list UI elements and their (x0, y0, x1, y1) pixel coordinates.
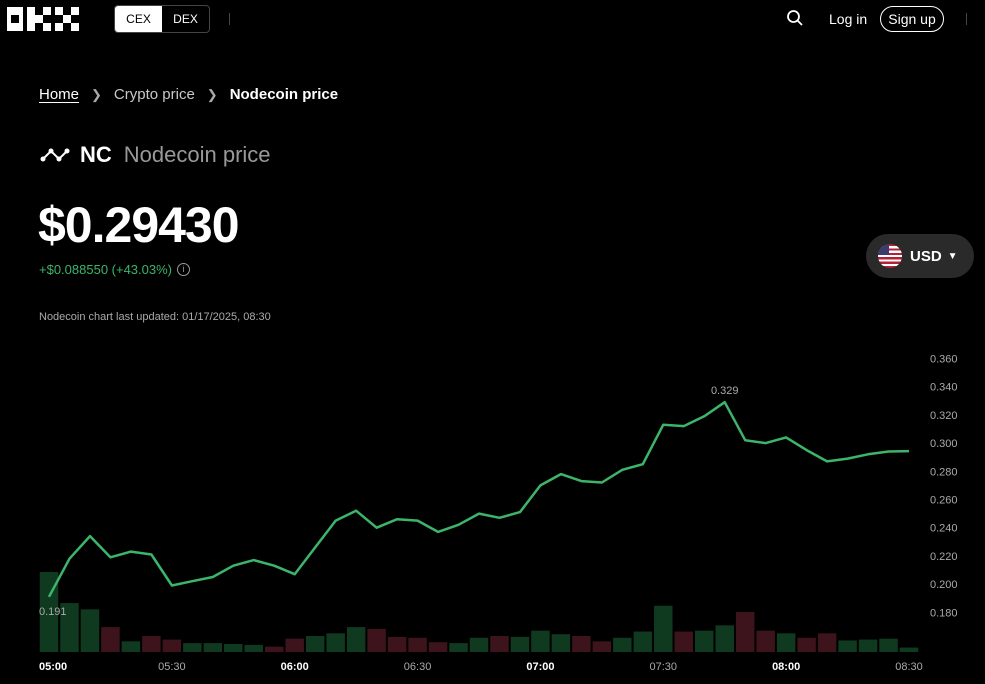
volume-bar (346, 627, 366, 652)
volume-bar (60, 603, 79, 652)
tab-dex[interactable]: DEX (173, 12, 198, 26)
chevron-right-icon: ❯ (206, 86, 218, 102)
divider (966, 13, 967, 25)
volume-bar (899, 647, 919, 652)
chart-updated-text: Nodecoin chart last updated: 01/17/2025,… (39, 311, 271, 323)
volume-bar (80, 609, 100, 652)
y-tick-label: 0.360 (930, 353, 958, 365)
y-tick-label: 0.340 (930, 382, 958, 394)
divider (229, 13, 230, 25)
y-tick-label: 0.220 (930, 551, 958, 563)
y-tick-label: 0.200 (930, 579, 958, 591)
x-tick-label: 06:00 (281, 661, 309, 673)
min-price-label: 0.191 (39, 606, 67, 618)
x-tick-label: 06:30 (404, 661, 432, 673)
volume-bar (142, 636, 161, 652)
cex-dex-toggle: CEX DEX (114, 5, 210, 33)
volume-bar (265, 646, 284, 652)
volume-bar (39, 572, 59, 652)
volume-bar (326, 633, 345, 652)
y-tick-label: 0.180 (930, 607, 958, 619)
y-tick-label: 0.260 (930, 494, 958, 506)
volume-bar (203, 643, 223, 652)
login-link[interactable]: Log in (829, 11, 868, 27)
currency-label: USD (910, 247, 942, 265)
max-price-label: 0.329 (711, 385, 739, 397)
volume-bar (858, 639, 878, 652)
x-tick-label: 05:00 (39, 661, 67, 673)
volume-bar (879, 638, 898, 652)
tab-cex[interactable]: CEX (115, 6, 162, 32)
volume-bar (715, 625, 734, 652)
y-tick-label: 0.300 (930, 438, 958, 450)
volume-bar (121, 641, 141, 652)
y-tick-label: 0.240 (930, 523, 958, 535)
volume-bar (551, 634, 571, 652)
volume-bar (162, 639, 182, 652)
volume-bar (633, 631, 653, 652)
volume-bar (490, 636, 509, 652)
breadcrumb-current: Nodecoin price (229, 86, 339, 103)
search-icon[interactable] (786, 9, 804, 27)
volume-bar (469, 637, 489, 652)
top-navigation-bar: CEX DEX Log in Sign up (0, 0, 985, 40)
volume-bar (735, 612, 755, 652)
volume-bar (695, 630, 714, 652)
currency-selector[interactable]: USD ▼ (866, 234, 974, 278)
chevron-down-icon: ▼ (947, 250, 958, 262)
volume-bar (817, 633, 837, 652)
okx-logo[interactable] (7, 7, 88, 31)
volume-bar (592, 641, 612, 652)
volume-bar (572, 636, 591, 652)
volume-bar (387, 636, 407, 652)
volume-bar (408, 637, 427, 652)
volume-bar (776, 633, 796, 652)
coin-header: NC Nodecoin price (40, 142, 271, 168)
volume-bar (838, 640, 857, 652)
volume-bar (183, 643, 202, 652)
volume-bar (285, 638, 304, 652)
us-flag-icon (878, 244, 902, 268)
volume-bar (510, 636, 530, 652)
volume-bar (674, 631, 693, 652)
volume-bar (305, 636, 325, 652)
info-icon[interactable]: i (177, 263, 190, 276)
volume-bar (244, 644, 263, 652)
x-tick-label: 08:30 (895, 661, 923, 673)
price-change-value: +$0.088550 (+43.03%) (39, 262, 172, 277)
signup-button[interactable]: Sign up (880, 6, 944, 32)
coin-symbol: NC (80, 142, 112, 167)
volume-bar (449, 643, 468, 652)
volume-bar (654, 605, 673, 652)
chevron-right-icon: ❯ (91, 86, 102, 102)
volume-bar (756, 630, 775, 652)
x-tick-label: 05:30 (158, 661, 186, 673)
nodecoin-logo-icon (40, 148, 70, 162)
volume-bar (101, 627, 120, 652)
breadcrumb: Home ❯ Crypto price ❯ Nodecoin price (39, 86, 338, 103)
x-tick-label: 08:00 (772, 661, 800, 673)
breadcrumb-home[interactable]: Home (39, 86, 80, 103)
volume-bar (367, 628, 386, 652)
breadcrumb-crypto-price[interactable]: Crypto price (113, 86, 195, 103)
price-change: +$0.088550 (+43.03%) i (39, 262, 190, 277)
volume-bar (531, 630, 550, 652)
volume-bar (797, 637, 816, 652)
x-tick-label: 07:30 (650, 661, 678, 673)
price-line (47, 400, 910, 598)
volume-bar (224, 644, 243, 652)
volume-bar (428, 642, 448, 652)
x-tick-label: 07:00 (526, 661, 554, 673)
coin-name: Nodecoin price (123, 142, 271, 167)
y-tick-label: 0.320 (930, 410, 958, 422)
current-price: $0.29430 (38, 197, 240, 253)
volume-bar (613, 637, 632, 652)
y-tick-label: 0.280 (930, 466, 958, 478)
